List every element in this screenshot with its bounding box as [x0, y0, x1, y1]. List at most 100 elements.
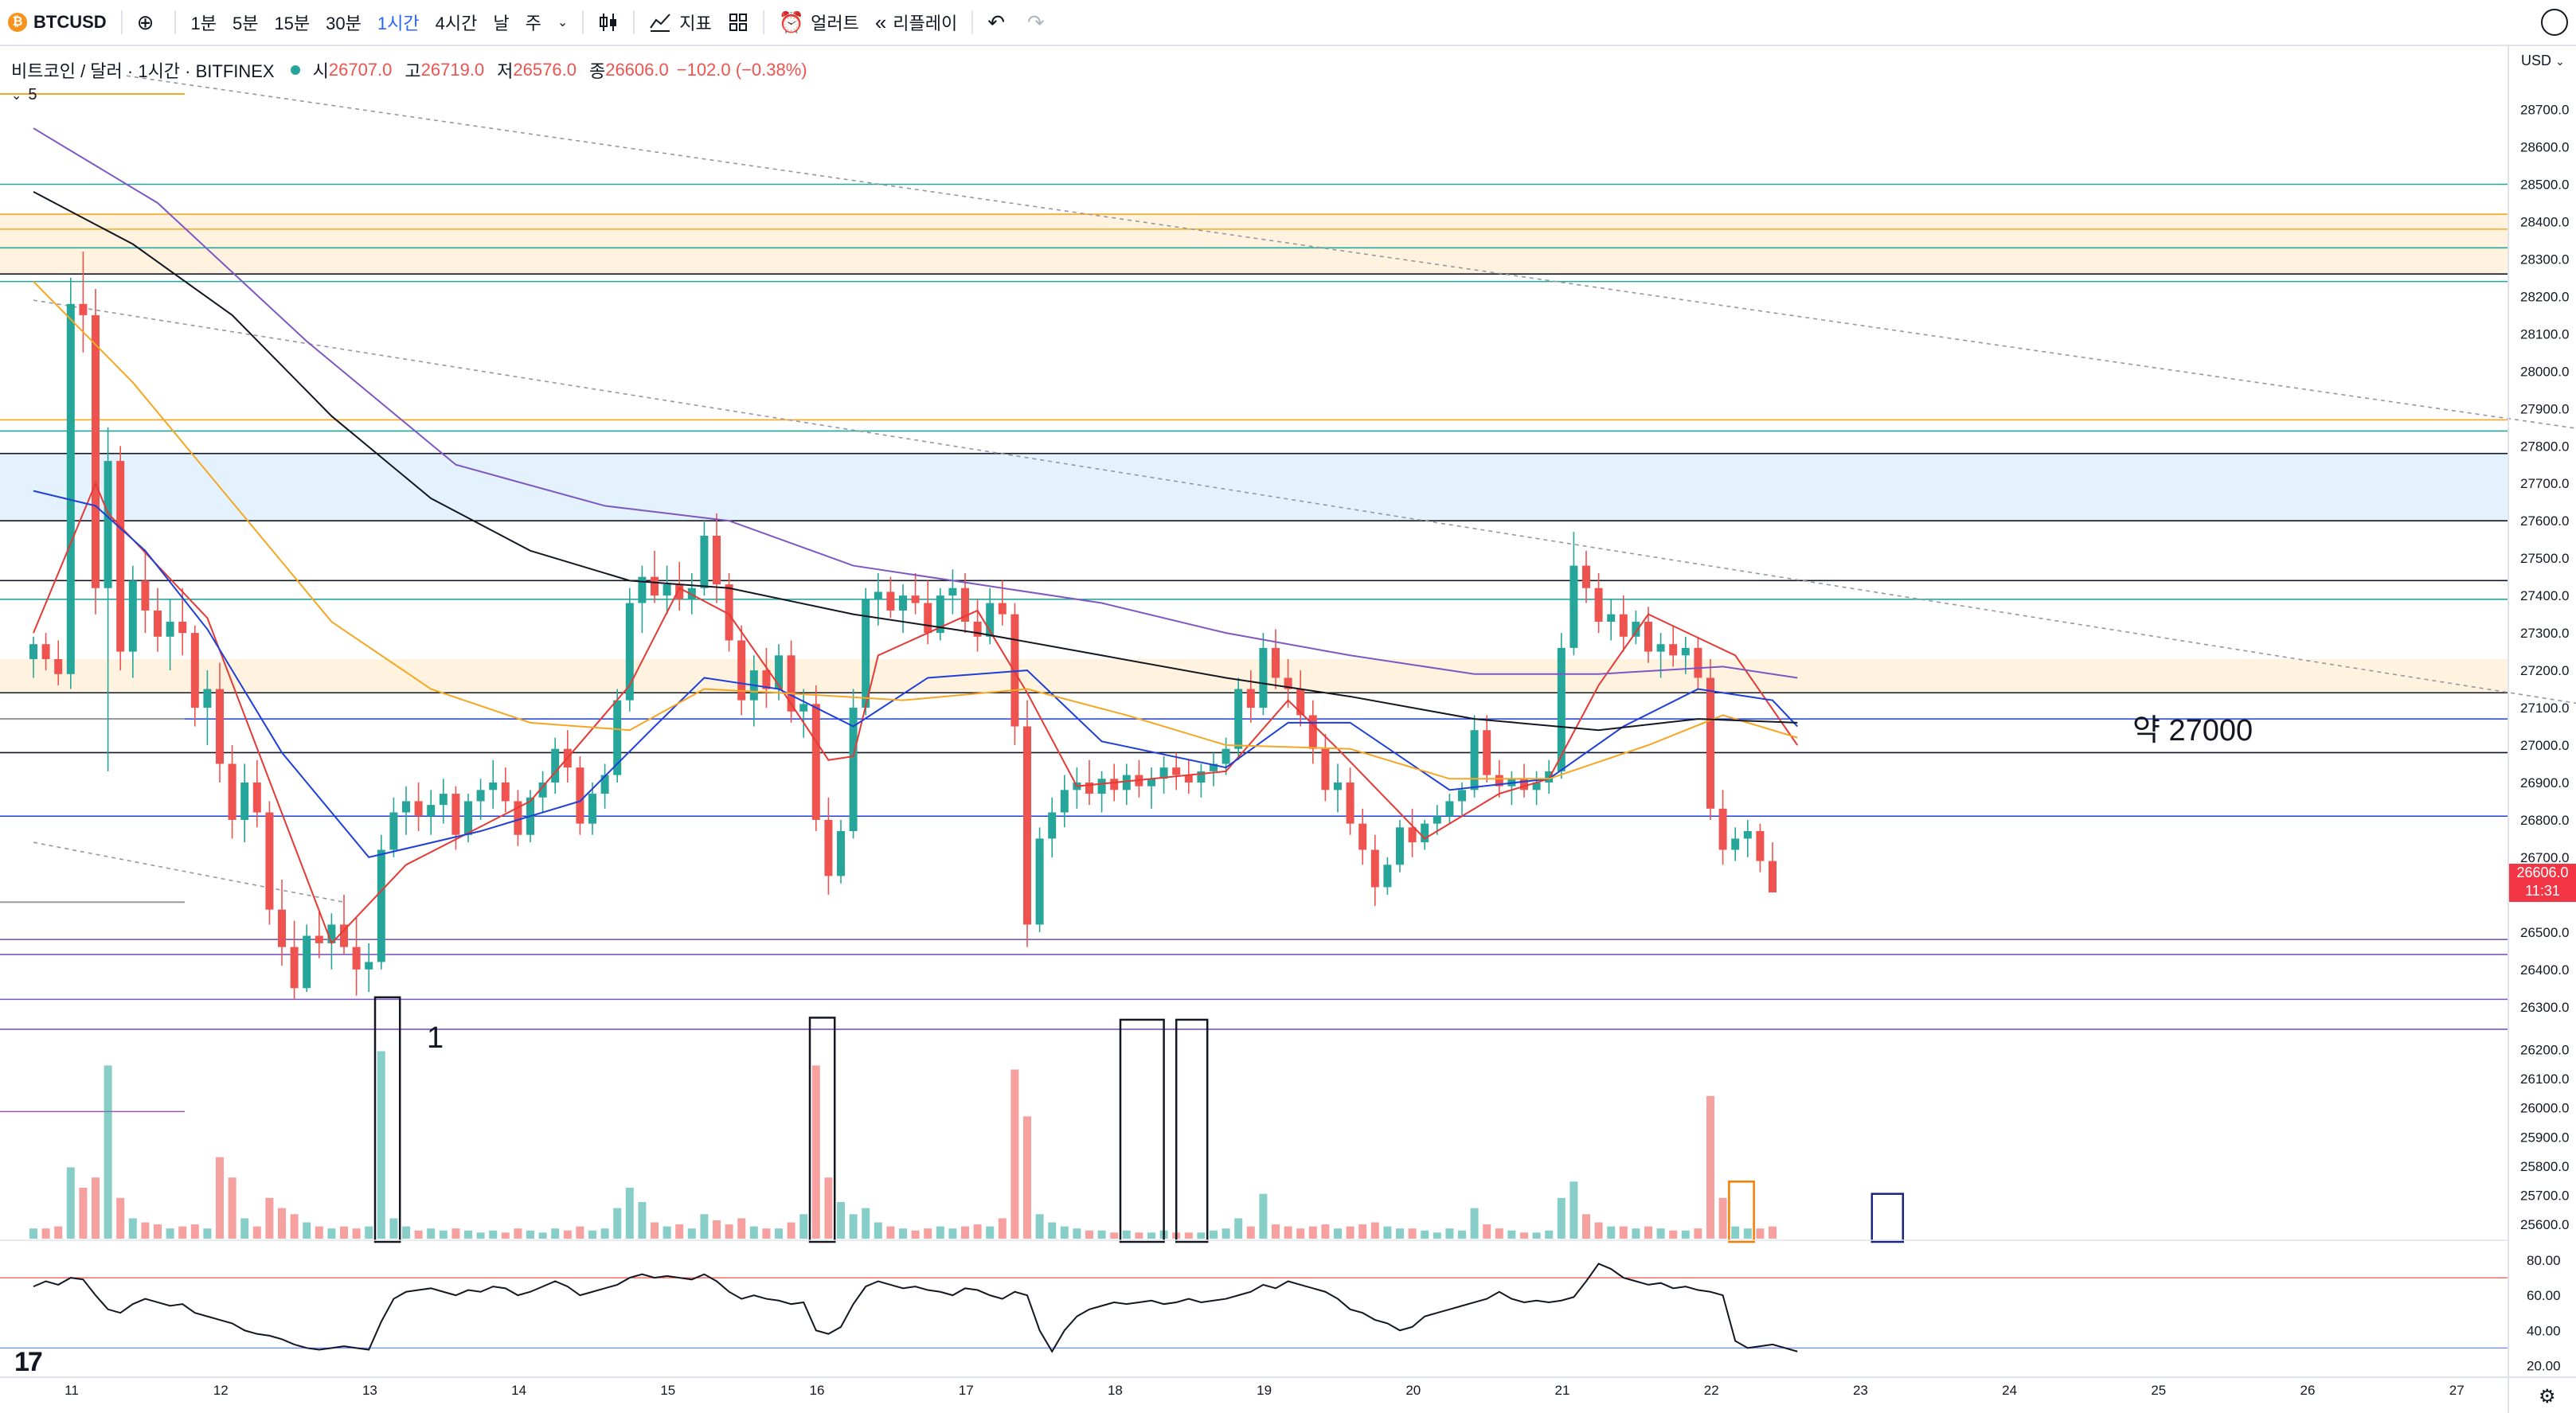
volume-bar [749, 1226, 758, 1239]
candle-body [265, 812, 274, 910]
undo-button[interactable]: ↶ [979, 0, 1019, 45]
timeframe-1m[interactable]: 1분 [190, 14, 217, 33]
volume-axis-label: 26000.0 [2520, 1101, 2569, 1116]
chart-canvas[interactable]: 26300.026400.026500.026600.026700.026800… [0, 45, 2576, 1413]
timeframe-1h[interactable]: 1시간 [377, 14, 420, 33]
open-value: 26707.0 [328, 60, 393, 80]
layout-button[interactable] [720, 0, 756, 45]
volume-bar [389, 1218, 398, 1239]
candle-body [551, 748, 560, 783]
volume-bar [936, 1226, 944, 1239]
candle-body [787, 655, 795, 712]
timeframe-dropdown[interactable]: ⌄ [549, 0, 576, 45]
target-annotation: 약 27000 [2132, 714, 2254, 747]
volume-bar [92, 1177, 100, 1239]
volume-bar [1085, 1230, 1093, 1239]
currency-selector[interactable]: USD ⌄ [2521, 53, 2565, 69]
chevron-down-icon: ⌄ [11, 88, 22, 103]
volume-bar [1246, 1226, 1255, 1239]
replay-button[interactable]: « 리플레이 [867, 0, 965, 45]
volume-bar [1184, 1232, 1193, 1239]
volume-bar [1756, 1228, 1765, 1239]
candle-body [439, 794, 448, 806]
volume-bar [290, 1214, 299, 1239]
account-button[interactable] [2533, 0, 2576, 45]
candle-body [1756, 831, 1765, 861]
price-tick-label: 28200.0 [2520, 289, 2569, 304]
price-zone [0, 214, 2508, 275]
volume-bar [687, 1228, 696, 1239]
price-tick-label: 27900.0 [2520, 401, 2569, 416]
volume-bar [154, 1224, 162, 1239]
moving-average-line [33, 490, 1798, 859]
timeframe-30m[interactable]: 30분 [326, 14, 362, 33]
candle-body [862, 599, 870, 708]
symbol-legend: 비트코인 / 달러 · 1시간 · BITFINEX 시 26707.0 고 2… [11, 57, 815, 83]
indicators-button[interactable]: 지표 [641, 0, 719, 45]
trendline [33, 299, 2576, 705]
candle-body [315, 935, 323, 943]
volume-bar [576, 1226, 584, 1239]
candle-body [203, 689, 212, 708]
volume-bar [252, 1226, 261, 1239]
volume-bar [1346, 1226, 1354, 1239]
close-label: 종 [588, 61, 606, 81]
timeframe-week[interactable]: 주 [525, 14, 541, 33]
trendline [33, 841, 345, 904]
volume-bar [1656, 1228, 1665, 1239]
volume-bar [141, 1222, 150, 1239]
timeframe-day[interactable]: 날 [493, 14, 510, 33]
rsi-line [33, 1263, 1798, 1353]
volume-bar [228, 1177, 236, 1239]
settings-gear-icon[interactable]: ⚙ [2539, 1386, 2556, 1407]
volume-bar [501, 1232, 510, 1239]
candle-body [92, 314, 100, 588]
candle-body [1346, 782, 1354, 824]
tradingview-logo[interactable]: 17 [14, 1347, 43, 1377]
candle-body [911, 595, 920, 603]
candle-body [775, 655, 783, 689]
volume-bar [563, 1230, 572, 1239]
candle-body [154, 610, 162, 637]
volume-bar [514, 1228, 522, 1239]
chart-type-button[interactable] [590, 0, 627, 45]
day-tick-label: 14 [511, 1383, 526, 1398]
redo-button[interactable]: ↷ [1019, 0, 1059, 45]
replay-label: 리플레이 [893, 14, 958, 33]
indicator-legend-toggle[interactable]: ⌄ 5 [11, 86, 37, 104]
candle-body [737, 640, 746, 701]
volume-axis-label: 25800.0 [2520, 1159, 2569, 1174]
volume-bar [128, 1218, 137, 1239]
candle-body [924, 603, 932, 634]
volume-bar [1222, 1228, 1230, 1239]
candle-body [1557, 647, 1566, 771]
candle-body [936, 595, 944, 634]
indicator-count: 5 [28, 86, 37, 103]
candle-body [141, 580, 150, 611]
timeframe-15m[interactable]: 15분 [274, 14, 311, 33]
volume-bar [66, 1167, 75, 1239]
volume-bar [1743, 1228, 1752, 1239]
candle-body [1222, 748, 1230, 764]
compare-button[interactable]: ⊕ [129, 0, 169, 45]
candle-body [166, 622, 174, 637]
volume-bar [104, 1065, 112, 1239]
toolbar-divider [120, 10, 123, 34]
day-tick-label: 19 [1257, 1383, 1272, 1398]
volume-bar [240, 1218, 249, 1239]
volume-bar [303, 1222, 311, 1239]
volume-bar [1532, 1232, 1541, 1239]
price-zone [0, 658, 2508, 693]
candle-body [1259, 647, 1268, 708]
timeframe-4h[interactable]: 4시간 [435, 14, 478, 33]
symbol-search[interactable]: ₿ BTCUSD [0, 0, 115, 45]
candle-body [1594, 587, 1603, 623]
candle-body [1520, 779, 1528, 790]
volume-bar [476, 1232, 485, 1239]
alert-button[interactable]: ⏰ 얼러트 [771, 0, 867, 45]
open-label: 시 [312, 61, 329, 81]
volume-bar [427, 1228, 436, 1239]
volume-bar [886, 1226, 895, 1239]
volume-bar [1545, 1230, 1554, 1239]
timeframe-5m[interactable]: 5분 [232, 14, 259, 33]
